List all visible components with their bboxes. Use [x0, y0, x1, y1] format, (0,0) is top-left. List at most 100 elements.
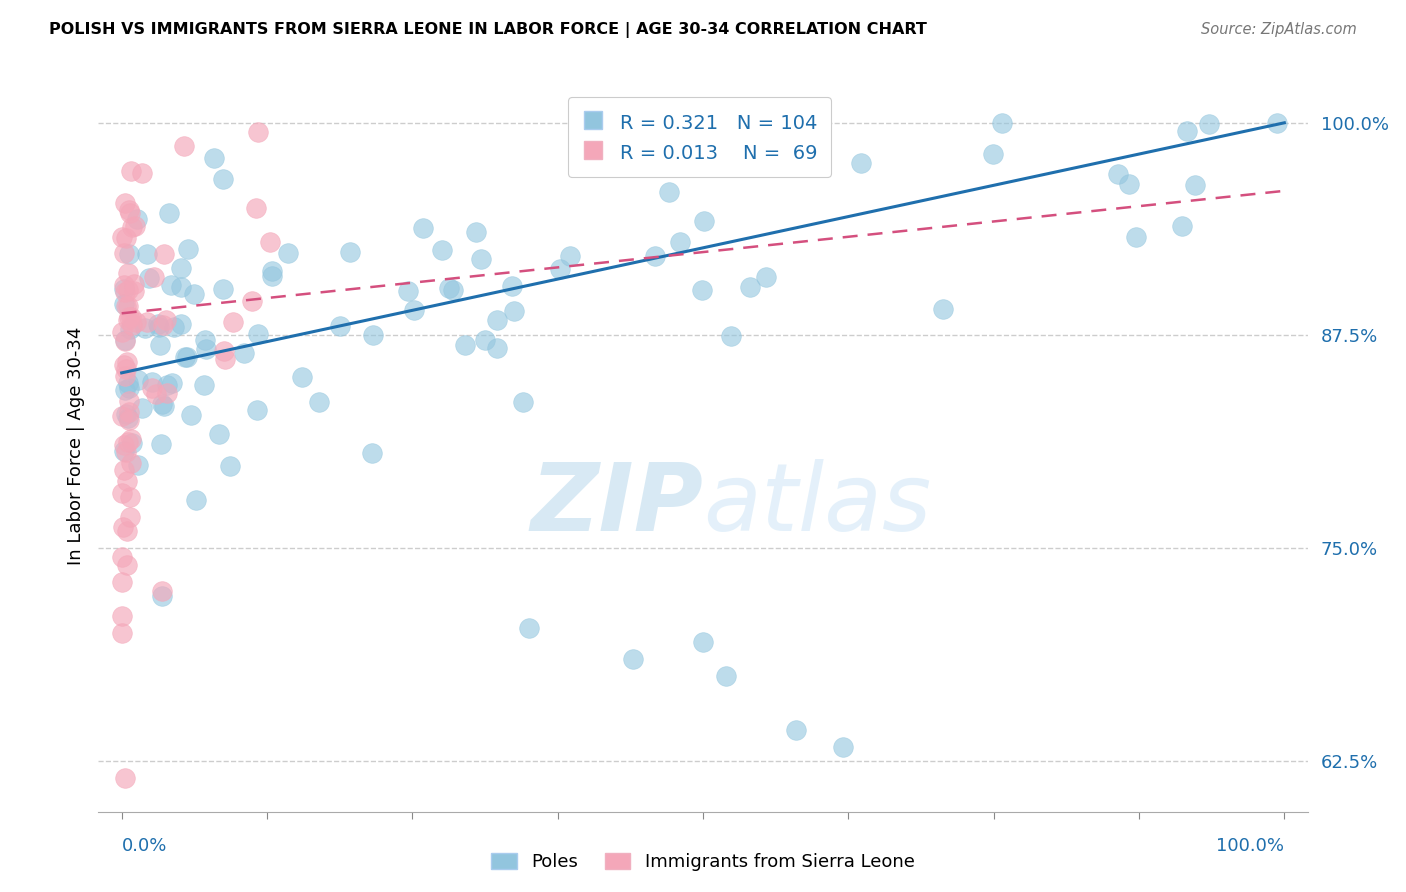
Point: [1184, 178, 1206, 192]
Point: [208, 427, 231, 442]
Point: [118, 206, 141, 220]
Point: [111, 626, 134, 640]
Point: [117, 376, 139, 391]
Point: [720, 328, 742, 343]
Point: [122, 277, 145, 291]
Point: [692, 634, 714, 648]
Point: [169, 280, 191, 294]
Point: [112, 297, 135, 311]
Text: 100.0%: 100.0%: [1216, 838, 1284, 855]
Point: [184, 492, 207, 507]
Point: [245, 201, 267, 215]
Point: [114, 334, 136, 348]
Point: [117, 435, 139, 450]
Point: [396, 284, 419, 298]
Point: [246, 125, 269, 139]
Point: [169, 317, 191, 331]
Point: [117, 524, 139, 538]
Point: [1118, 177, 1140, 191]
Point: [1125, 230, 1147, 244]
Point: [114, 771, 136, 785]
Point: [138, 270, 160, 285]
Point: [145, 387, 167, 401]
Point: [738, 279, 761, 293]
Point: [247, 326, 270, 341]
Point: [120, 456, 142, 470]
Point: [152, 318, 174, 332]
Point: [156, 386, 179, 401]
Point: [141, 375, 163, 389]
Point: [118, 322, 141, 336]
Point: [150, 589, 173, 603]
Point: [155, 313, 177, 327]
Point: [176, 350, 198, 364]
Point: [240, 294, 263, 309]
Point: [114, 383, 136, 397]
Point: [114, 444, 136, 458]
Point: [1267, 116, 1289, 130]
Point: [120, 432, 142, 446]
Point: [212, 283, 235, 297]
Point: [125, 314, 148, 328]
Point: [117, 300, 139, 314]
Point: [149, 436, 172, 450]
Point: [124, 219, 146, 233]
Point: [121, 435, 143, 450]
Point: [114, 285, 136, 299]
Point: [114, 196, 136, 211]
Point: [361, 327, 384, 342]
Point: [121, 318, 143, 332]
Point: [131, 165, 153, 179]
Legend: R = 0.321   N = 104, R = 0.013    N =  69: R = 0.321 N = 104, R = 0.013 N = 69: [568, 97, 831, 178]
Point: [441, 283, 464, 297]
Point: [111, 230, 134, 244]
Point: [548, 261, 571, 276]
Point: [112, 358, 135, 372]
Point: [454, 337, 477, 351]
Point: [173, 139, 195, 153]
Text: atlas: atlas: [703, 459, 931, 550]
Point: [233, 345, 256, 359]
Point: [163, 320, 186, 334]
Point: [693, 214, 716, 228]
Point: [149, 338, 172, 352]
Point: [111, 409, 134, 423]
Point: [262, 264, 284, 278]
Point: [831, 740, 853, 755]
Point: [755, 270, 778, 285]
Point: [214, 344, 236, 359]
Point: [412, 221, 434, 235]
Point: [118, 405, 141, 419]
Point: [485, 313, 508, 327]
Point: [114, 368, 136, 383]
Point: [112, 444, 135, 458]
Point: [437, 281, 460, 295]
Point: [981, 146, 1004, 161]
Point: [127, 211, 149, 226]
Point: [114, 246, 136, 260]
Point: [111, 549, 134, 564]
Point: [474, 333, 496, 347]
Point: [118, 310, 141, 325]
Point: [195, 343, 218, 357]
Point: [134, 321, 156, 335]
Point: [214, 351, 236, 366]
Point: [291, 369, 314, 384]
Point: [692, 283, 714, 297]
Point: [501, 279, 523, 293]
Point: [115, 355, 138, 369]
Point: [111, 575, 134, 590]
Point: [193, 378, 215, 392]
Point: [259, 235, 281, 250]
Point: [308, 395, 330, 409]
Point: [117, 266, 139, 280]
Point: [277, 245, 299, 260]
Y-axis label: In Labor Force | Age 30-34: In Labor Force | Age 30-34: [66, 326, 84, 566]
Point: [127, 373, 149, 387]
Point: [716, 668, 738, 682]
Point: [150, 583, 173, 598]
Point: [111, 520, 134, 534]
Point: [118, 393, 141, 408]
Point: [112, 277, 135, 292]
Point: [1171, 219, 1194, 234]
